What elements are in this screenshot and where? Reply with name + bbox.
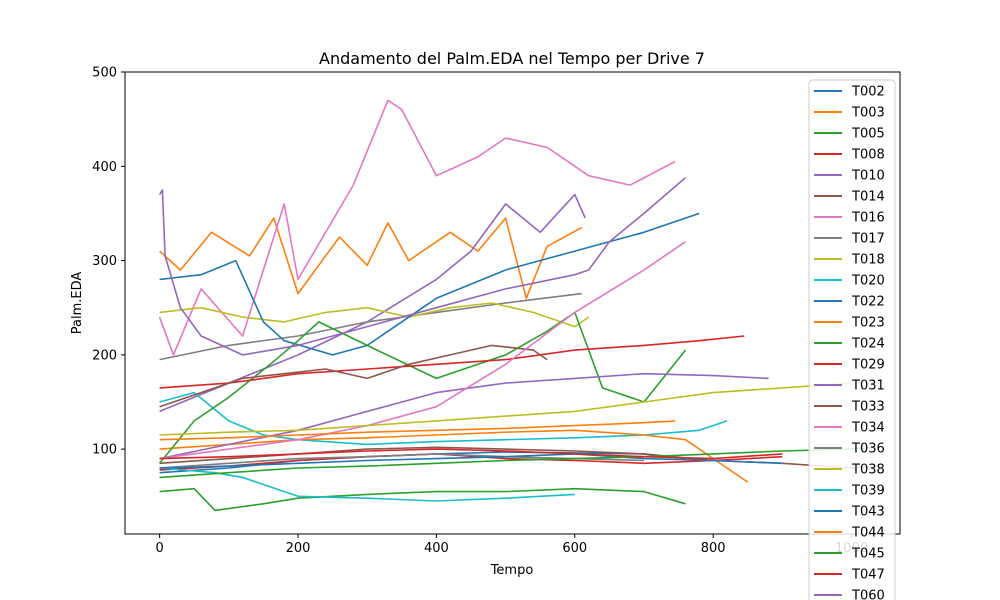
series-line-t008 — [159, 453, 783, 471]
series-line-t024 — [158, 311, 687, 464]
y-axis: 100 200 300 400 500 — [92, 66, 125, 458]
series-line-t010 — [159, 193, 586, 413]
legend-item-t014: T014 — [814, 190, 885, 205]
legend-item-t060: T060 — [814, 589, 885, 600]
legend-label: T043 — [851, 505, 885, 520]
chart-title: Andamento del Palm.EDA nel Tempo per Dri… — [319, 49, 705, 68]
series-line-t044 — [159, 420, 676, 441]
legend-item-t043: T043 — [814, 505, 885, 520]
legend-label: T033 — [851, 400, 885, 415]
legend-item-t039: T039 — [814, 484, 885, 499]
legend-label: T045 — [851, 547, 885, 562]
legend-item-t038: T038 — [814, 463, 885, 478]
legend-item-t016: T016 — [814, 211, 885, 226]
legend-label: T017 — [851, 232, 885, 247]
legend-label: T038 — [851, 463, 885, 478]
legend-label: T022 — [851, 295, 885, 310]
series-line-t039 — [159, 467, 575, 502]
legend-label: T016 — [851, 211, 885, 226]
series-line-t043 — [159, 453, 783, 469]
legend-item-t018: T018 — [814, 253, 885, 268]
y-axis-label: Palm.EDA — [70, 272, 85, 335]
legend-item-t036: T036 — [814, 442, 885, 457]
legend-label: T010 — [851, 169, 885, 184]
legend-label: T014 — [851, 190, 885, 205]
series-line-t033 — [159, 344, 548, 408]
legend-item-t002: T002 — [814, 85, 885, 100]
series-line-t029 — [159, 335, 745, 389]
legend-item-t005: T005 — [814, 127, 885, 142]
x-tick-label: 800 — [701, 541, 726, 556]
series-line-t023 — [159, 429, 749, 483]
x-tick-label: 600 — [562, 541, 587, 556]
legend-label: T047 — [851, 568, 885, 583]
series-line-t022 — [159, 212, 700, 356]
series-line-t045 — [159, 446, 873, 479]
series-line-t034 — [159, 241, 686, 460]
y-tick-label: 400 — [92, 160, 117, 175]
series-line-t016 — [158, 99, 676, 356]
legend-item-t031: T031 — [814, 379, 885, 394]
series-lines — [158, 99, 880, 512]
x-tick-label: 400 — [424, 541, 449, 556]
plot-area — [158, 99, 880, 512]
legend-label: T020 — [851, 274, 885, 289]
legend-label: T060 — [851, 589, 885, 600]
legend-label: T044 — [851, 526, 885, 541]
series-line-t017 — [159, 292, 582, 361]
legend-item-t017: T017 — [814, 232, 885, 247]
legend-item-t045: T045 — [814, 547, 885, 562]
legend-item-t033: T033 — [814, 400, 885, 415]
legend-item-t044: T044 — [814, 526, 885, 541]
legend-label: T024 — [851, 337, 885, 352]
legend-item-t022: T022 — [814, 295, 885, 310]
series-line-t018 — [159, 302, 590, 328]
x-axis-label: Tempo — [490, 563, 534, 578]
legend-label: T034 — [851, 421, 885, 436]
legend-item-t034: T034 — [814, 421, 885, 436]
legend-label: T023 — [851, 316, 885, 331]
legend-item-t003: T003 — [814, 106, 885, 121]
y-tick-label: 500 — [92, 66, 117, 81]
legend-box — [808, 79, 896, 600]
legend-label: T008 — [851, 148, 885, 163]
legend-label: T029 — [851, 358, 885, 373]
legend-label: T003 — [851, 106, 885, 121]
y-tick-label: 300 — [92, 254, 117, 269]
series-line-t060 — [158, 176, 687, 356]
legend-label: T036 — [851, 442, 885, 457]
legend-item-t023: T023 — [814, 316, 885, 331]
legend-item-t029: T029 — [814, 358, 885, 373]
series-line-t003 — [159, 217, 583, 300]
legend: T002 T003 T005 T008 T010 T014 T016 T017 T018 T020… — [808, 79, 896, 600]
y-tick-label: 100 — [92, 443, 117, 458]
legend-label: T031 — [851, 379, 885, 394]
legend-item-t010: T010 — [814, 169, 885, 184]
legend-label: T005 — [851, 127, 885, 142]
y-tick-label: 200 — [92, 348, 117, 363]
legend-item-t047: T047 — [814, 568, 885, 583]
x-tick-label: 0 — [155, 541, 163, 556]
legend-item-t020: T020 — [814, 274, 885, 289]
series-line-t005 — [159, 487, 686, 512]
series-line-t038 — [159, 382, 852, 436]
legend-label: T002 — [851, 85, 885, 100]
legend-label: T039 — [851, 484, 885, 499]
legend-item-t008: T008 — [814, 148, 885, 163]
series-line-t020 — [159, 391, 728, 446]
series-line-t031 — [159, 372, 769, 460]
series-line-t047 — [159, 448, 783, 460]
legend-label: T018 — [851, 253, 885, 268]
legend-item-t024: T024 — [814, 337, 885, 352]
x-axis: 02004006008001000 — [155, 534, 868, 556]
plot-frame — [124, 71, 901, 535]
x-tick-label: 200 — [286, 541, 311, 556]
